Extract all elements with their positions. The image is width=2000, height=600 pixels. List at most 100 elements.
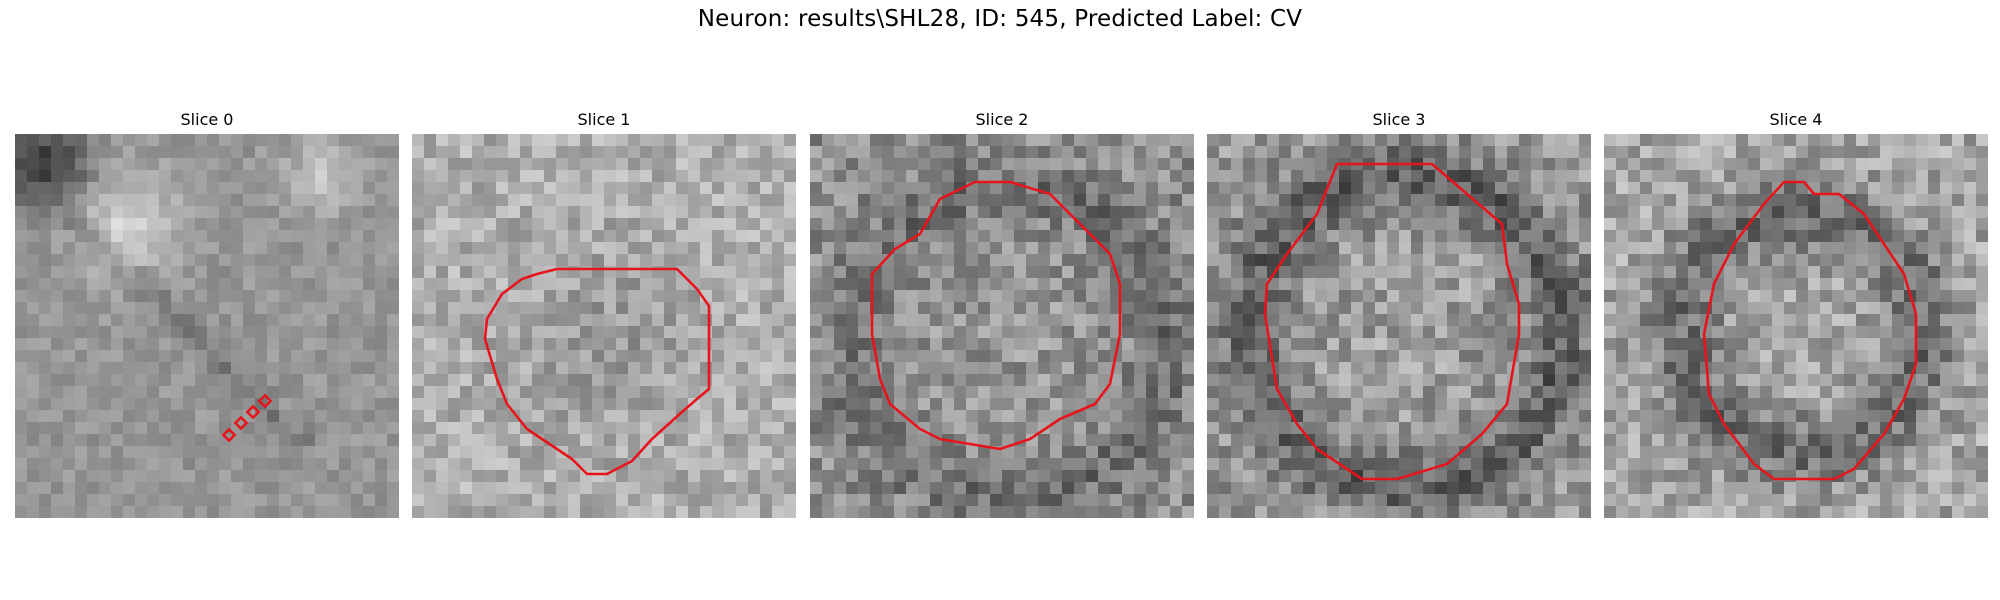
image-pixel bbox=[1050, 374, 1063, 387]
image-pixel bbox=[1182, 146, 1194, 159]
image-pixel bbox=[1748, 374, 1761, 387]
image-pixel bbox=[1604, 362, 1617, 375]
image-pixel bbox=[1844, 302, 1857, 315]
image-pixel bbox=[351, 482, 364, 495]
image-pixel bbox=[1363, 482, 1376, 495]
image-pixel bbox=[1158, 398, 1171, 411]
image-pixel bbox=[1086, 290, 1099, 303]
image-pixel bbox=[207, 242, 220, 255]
image-pixel bbox=[472, 266, 485, 279]
image-pixel bbox=[1892, 290, 1905, 303]
image-pixel bbox=[279, 434, 292, 447]
image-pixel bbox=[652, 206, 665, 219]
image-pixel bbox=[1363, 362, 1376, 375]
image-pixel bbox=[1555, 266, 1568, 279]
image-pixel bbox=[231, 290, 244, 303]
image-pixel bbox=[978, 362, 991, 375]
image-pixel bbox=[51, 326, 64, 339]
image-pixel bbox=[1122, 242, 1135, 255]
image-pixel bbox=[544, 422, 557, 435]
image-pixel bbox=[39, 302, 52, 315]
image-pixel bbox=[1940, 158, 1953, 171]
image-pixel bbox=[15, 338, 28, 351]
image-pixel bbox=[291, 446, 304, 459]
image-pixel bbox=[1507, 506, 1520, 518]
image-pixel bbox=[1158, 158, 1171, 171]
image-pixel bbox=[1904, 254, 1917, 267]
image-pixel bbox=[219, 278, 232, 291]
image-pixel bbox=[1447, 206, 1460, 219]
image-pixel bbox=[1086, 434, 1099, 447]
image-pixel bbox=[1375, 422, 1388, 435]
image-pixel bbox=[1628, 266, 1641, 279]
image-pixel bbox=[966, 302, 979, 315]
pixel-grid bbox=[810, 134, 1194, 518]
image-pixel bbox=[1495, 350, 1508, 363]
image-pixel bbox=[1808, 314, 1821, 327]
image-pixel bbox=[1279, 146, 1292, 159]
image-pixel bbox=[1038, 374, 1051, 387]
image-pixel bbox=[1736, 314, 1749, 327]
image-pixel bbox=[918, 290, 931, 303]
image-pixel bbox=[1038, 386, 1051, 399]
image-pixel bbox=[39, 458, 52, 471]
image-pixel bbox=[1483, 266, 1496, 279]
image-pixel bbox=[1279, 470, 1292, 483]
image-pixel bbox=[894, 434, 907, 447]
image-pixel bbox=[1062, 278, 1075, 291]
image-pixel bbox=[1844, 230, 1857, 243]
image-pixel bbox=[1640, 242, 1653, 255]
image-pixel bbox=[1832, 434, 1845, 447]
image-pixel bbox=[1507, 410, 1520, 423]
image-pixel bbox=[882, 374, 895, 387]
image-pixel bbox=[568, 326, 581, 339]
image-pixel bbox=[51, 386, 64, 399]
image-pixel bbox=[291, 362, 304, 375]
image-pixel bbox=[448, 422, 461, 435]
image-pixel bbox=[664, 170, 677, 183]
image-pixel bbox=[834, 266, 847, 279]
image-pixel bbox=[1640, 314, 1653, 327]
image-pixel bbox=[111, 290, 124, 303]
image-pixel bbox=[1748, 386, 1761, 399]
image-pixel bbox=[15, 446, 28, 459]
image-pixel bbox=[604, 338, 617, 351]
image-pixel bbox=[1339, 242, 1352, 255]
image-pixel bbox=[1303, 290, 1316, 303]
image-pixel bbox=[978, 206, 991, 219]
image-pixel bbox=[1435, 494, 1448, 507]
image-pixel bbox=[231, 170, 244, 183]
image-pixel bbox=[784, 278, 796, 291]
image-pixel bbox=[99, 302, 112, 315]
image-pixel bbox=[1640, 422, 1653, 435]
image-pixel bbox=[436, 278, 449, 291]
image-pixel bbox=[1050, 434, 1063, 447]
image-pixel bbox=[1315, 158, 1328, 171]
image-pixel bbox=[1303, 458, 1316, 471]
image-pixel bbox=[1291, 398, 1304, 411]
image-pixel bbox=[412, 362, 425, 375]
image-pixel bbox=[652, 194, 665, 207]
image-pixel bbox=[1146, 134, 1159, 147]
image-pixel bbox=[339, 242, 352, 255]
image-pixel bbox=[123, 134, 136, 147]
image-pixel bbox=[1483, 134, 1496, 147]
image-pixel bbox=[532, 410, 545, 423]
image-pixel bbox=[1026, 446, 1039, 459]
image-pixel bbox=[1014, 194, 1027, 207]
image-pixel bbox=[930, 338, 943, 351]
image-pixel bbox=[978, 266, 991, 279]
image-pixel bbox=[231, 206, 244, 219]
image-pixel bbox=[243, 494, 256, 507]
image-pixel bbox=[1170, 134, 1183, 147]
image-pixel bbox=[568, 290, 581, 303]
image-pixel bbox=[520, 458, 533, 471]
image-pixel bbox=[1363, 350, 1376, 363]
image-pixel bbox=[1519, 482, 1532, 495]
image-pixel bbox=[171, 278, 184, 291]
image-pixel bbox=[978, 350, 991, 363]
image-pixel bbox=[1772, 386, 1785, 399]
image-pixel bbox=[592, 482, 605, 495]
image-pixel bbox=[1050, 146, 1063, 159]
image-pixel bbox=[1664, 374, 1677, 387]
